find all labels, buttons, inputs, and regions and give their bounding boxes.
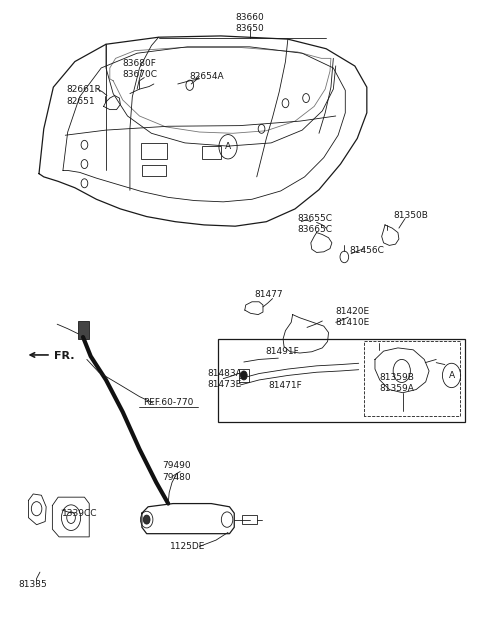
- Text: 81350B: 81350B: [393, 211, 428, 220]
- Text: 83660
83650: 83660 83650: [235, 13, 264, 33]
- Text: 81420E
81410E: 81420E 81410E: [336, 307, 370, 327]
- Text: 81483A
81473E: 81483A 81473E: [207, 369, 242, 388]
- Text: 81491F: 81491F: [265, 347, 299, 356]
- Text: 81471F: 81471F: [269, 381, 302, 390]
- Circle shape: [240, 371, 247, 380]
- Bar: [242, 515, 257, 524]
- Text: A: A: [225, 143, 231, 152]
- Text: 79490
79480: 79490 79480: [163, 462, 191, 482]
- Text: 83680F
83670C: 83680F 83670C: [123, 59, 158, 80]
- Text: A: A: [448, 371, 455, 380]
- Text: FR.: FR.: [54, 351, 75, 361]
- Text: 81477: 81477: [254, 290, 283, 299]
- Text: 81359B
81359A: 81359B 81359A: [380, 373, 415, 393]
- Bar: [78, 321, 89, 339]
- Text: 1125DE: 1125DE: [169, 542, 205, 551]
- Text: 82654A: 82654A: [190, 72, 224, 81]
- Text: REF.60-770: REF.60-770: [143, 399, 193, 408]
- Text: 1339CC: 1339CC: [62, 508, 97, 517]
- Text: 83655C
83665C: 83655C 83665C: [298, 214, 333, 234]
- Text: 82661R
82651: 82661R 82651: [67, 85, 102, 105]
- Circle shape: [144, 515, 150, 524]
- Text: 81456C: 81456C: [349, 246, 384, 255]
- Bar: [218, 339, 465, 422]
- Text: 81335: 81335: [19, 580, 48, 589]
